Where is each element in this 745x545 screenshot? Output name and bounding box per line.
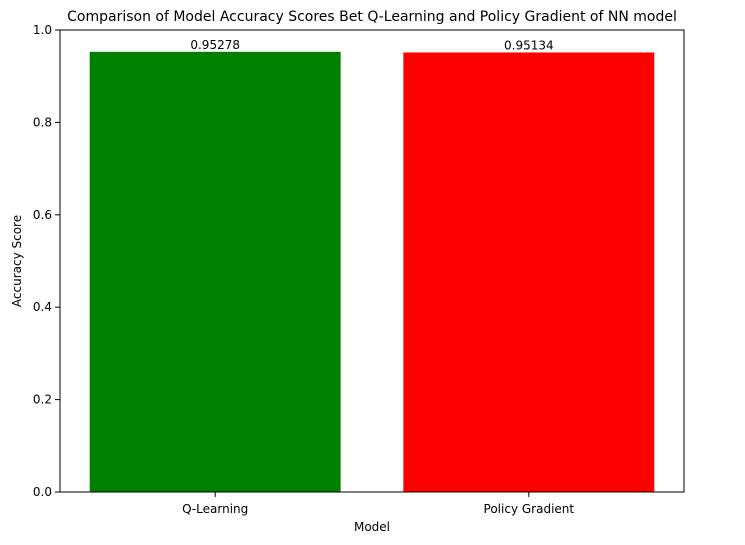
x-axis-label: Model [354,520,390,534]
data-label-1: 0.95134 [504,38,554,52]
bar-1 [403,52,655,492]
y-tick-label-0: 0.0 [33,485,52,499]
y-tick-label-2: 0.4 [33,300,52,314]
y-tick-label-4: 0.8 [33,115,52,129]
bar-0 [89,51,341,492]
y-tick-label-5: 1.0 [33,23,52,37]
y-axis-label: Accuracy Score [10,215,24,307]
y-tick-label-3: 0.6 [33,208,52,222]
plot-frame [59,29,685,493]
ticks-layer: Q-Learning Policy Gradient 0.0 0.2 0.4 0.6 0.8… [33,23,574,516]
x-tick-label-0: Q-Learning [182,502,248,516]
y-tick-label-1: 0.2 [33,393,52,407]
bars-layer: 0.95278 0.95134 [89,38,655,492]
x-tick-label-1: Policy Gradient [484,502,575,516]
chart-title: Comparison of Model Accuracy Scores Bet … [67,9,677,25]
data-label-0: 0.95278 [190,38,240,52]
